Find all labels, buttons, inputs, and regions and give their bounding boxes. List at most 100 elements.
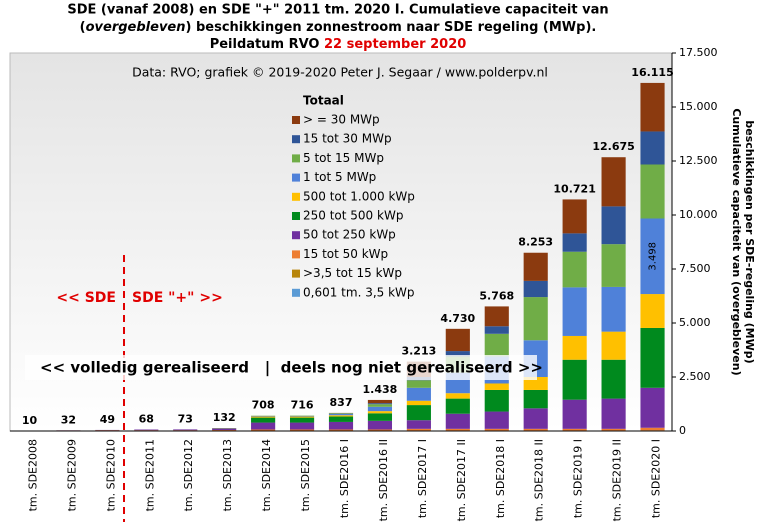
legend-swatch	[292, 231, 300, 240]
legend-swatch	[292, 250, 300, 259]
y-tick-label: 7.500	[679, 262, 711, 275]
x-tick-label: tm. SDE2009	[65, 439, 78, 511]
bar-segment	[601, 157, 626, 207]
bar-segment	[367, 413, 393, 421]
total-label: 16.115	[631, 66, 673, 79]
bar-segment	[328, 429, 354, 431]
total-label: 68	[139, 413, 154, 426]
source: Data: RVO; grafiek © 2019-2020 Peter J. …	[132, 65, 548, 80]
title-part: (	[80, 20, 86, 35]
bar-segment	[406, 420, 431, 429]
bar-segment	[212, 430, 237, 431]
bar-segment	[445, 413, 470, 429]
data-label: 3.498	[648, 242, 659, 271]
y-tick-label: 10.000	[679, 208, 718, 221]
total-label: 1.438	[363, 383, 398, 396]
x-tick-label: tm. SDE2019 II	[611, 439, 624, 521]
bar-segment	[445, 328, 470, 352]
total-label: 4.730	[440, 312, 475, 325]
bar-segment	[601, 206, 626, 245]
total-label: 132	[213, 411, 236, 424]
bar-segment	[640, 327, 665, 388]
legend-label: 1 tot 5 MWp	[303, 170, 376, 184]
bar-segment	[367, 399, 393, 404]
bar-segment	[562, 399, 587, 429]
total-label: 73	[178, 412, 193, 425]
bar-segment	[289, 417, 315, 423]
legend-swatch	[292, 288, 300, 297]
bar-segment	[562, 428, 587, 431]
legend-label: 50 tot 250 kWp	[303, 228, 396, 242]
legend-swatch	[292, 212, 300, 220]
x-tick-label: tm. SDE2018 I	[494, 439, 507, 518]
y-tick-label: 5.000	[679, 316, 711, 329]
total-label: 5.768	[479, 289, 514, 302]
bar-segment	[95, 430, 120, 431]
x-tick-label: tm. SDE2012	[182, 439, 195, 511]
total-label: 12.675	[592, 140, 634, 153]
bars	[17, 82, 665, 431]
bar-segment	[640, 294, 665, 328]
legend-label: 15 tot 50 kWp	[303, 247, 388, 261]
bar-segment	[406, 405, 431, 421]
bar-segment	[367, 429, 393, 431]
bar-segment	[562, 251, 587, 288]
bar-segment	[289, 422, 315, 430]
bar-segment	[134, 430, 159, 431]
bar-segment	[523, 280, 548, 298]
bar-segment	[445, 351, 470, 357]
bar-segment	[601, 428, 626, 431]
total-label: 708	[252, 399, 275, 412]
title-part: Peildatum RVO	[210, 37, 320, 52]
total-label: 837	[330, 396, 353, 409]
bar-segment	[601, 286, 626, 332]
bar-segment	[445, 393, 470, 399]
y-tick-label: 12.500	[679, 154, 718, 167]
bar-segment	[562, 359, 587, 400]
legend-label: > = 30 MWp	[303, 113, 380, 127]
bar-segment	[640, 387, 665, 428]
bar-segment	[173, 430, 198, 431]
x-tick-label: tm. SDE2010	[104, 439, 117, 511]
x-tick-label: tm. SDE2018 II	[533, 439, 546, 521]
legend-label: >3,5 tot 15 kWp	[303, 266, 402, 280]
bar-segment	[328, 421, 354, 430]
x-tick-label: tm. SDE2016 I	[338, 439, 351, 518]
x-tick-label: tm. SDE2013	[221, 439, 234, 511]
annotation-box	[25, 355, 537, 380]
bar-segment	[406, 400, 431, 406]
legend-label: 0,601 tm. 3,5 kWp	[303, 285, 415, 299]
bar-segment	[640, 82, 665, 132]
title-line: Peildatum RVO 22 september 2020	[210, 37, 467, 52]
bar-segment	[484, 389, 509, 412]
bar-segment	[523, 297, 548, 341]
legend-label: 500 tot 1.000 kWp	[303, 189, 415, 203]
x-tick-label: tm. SDE2016 II	[377, 439, 390, 521]
x-tick-label: tm. SDE2017 II	[455, 439, 468, 521]
bar-segment	[601, 359, 626, 399]
bar-segment	[523, 408, 548, 429]
bar-segment	[251, 422, 276, 430]
bar-segment	[173, 429, 198, 431]
bar-segment	[640, 131, 665, 165]
bar-segment	[367, 406, 393, 412]
legend-title: Totaal	[303, 94, 344, 108]
x-tick-label: tm. SDE2019 I	[572, 439, 585, 518]
y-tick-label: 0	[679, 424, 686, 437]
total-label: 8.253	[518, 236, 553, 249]
legend-swatch	[292, 154, 300, 163]
bar-segment	[523, 428, 548, 431]
legend-swatch	[292, 135, 300, 144]
bar-segment	[445, 428, 470, 431]
bar-segment	[640, 164, 665, 219]
bar-segment	[289, 415, 315, 417]
bar-segment	[562, 335, 587, 360]
title-part: 22 september 2020	[324, 37, 466, 52]
y-axis-label: Cumulatieve capaciteit van (overgebleven…	[730, 108, 743, 375]
total-label: 49	[100, 413, 115, 426]
y-tick-label: 2.500	[679, 370, 711, 383]
bar-segment	[406, 380, 431, 388]
title-part: ) beschikkingen zonnestroom naar SDE reg…	[186, 20, 597, 35]
bar-segment	[640, 427, 665, 431]
legend-swatch	[292, 116, 300, 124]
